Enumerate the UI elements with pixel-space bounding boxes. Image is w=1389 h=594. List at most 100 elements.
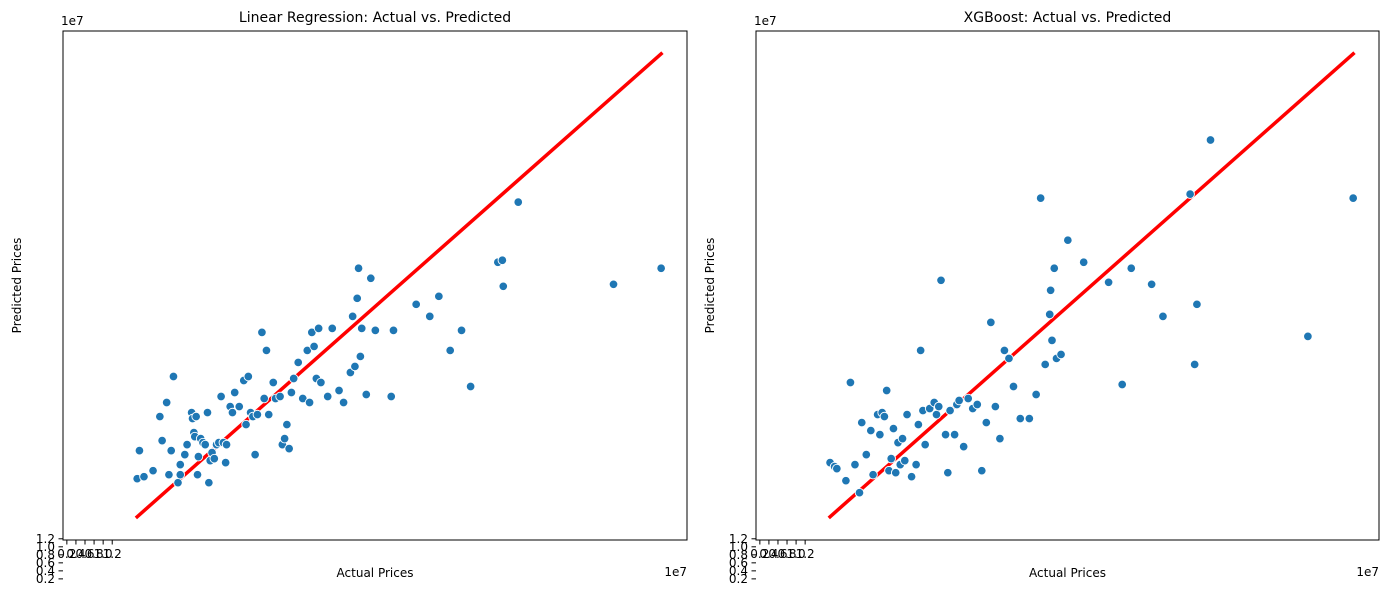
scatter-point xyxy=(1047,335,1057,346)
scatter-point xyxy=(920,439,930,450)
scatter-point xyxy=(250,449,260,460)
scatter-point xyxy=(875,429,885,440)
y-tick-label: 0.8 xyxy=(729,548,748,562)
scatter-point xyxy=(216,391,226,402)
scatter-point xyxy=(175,469,186,480)
scatter-point xyxy=(243,371,254,382)
x-axis-label: Actual Prices xyxy=(337,566,414,580)
scatter-point xyxy=(850,459,860,470)
scatter-point xyxy=(886,453,896,464)
scatter-point xyxy=(370,325,381,336)
scatter-point xyxy=(334,385,344,396)
scatter-point xyxy=(304,397,315,408)
scatter-point xyxy=(257,327,267,338)
scatter-point xyxy=(949,429,960,440)
scatter-point xyxy=(1035,193,1046,203)
scatter-point xyxy=(656,263,666,274)
scatter-point xyxy=(139,471,149,482)
scatter-point xyxy=(309,341,319,352)
scatter-point xyxy=(934,401,944,412)
x-tick-label: 1.0 xyxy=(787,547,806,561)
y-tick-label: 0.2 xyxy=(36,572,55,586)
scatter-point xyxy=(322,391,333,402)
scatter-point xyxy=(977,465,987,476)
y-tick-label: 1.0 xyxy=(729,540,748,554)
scatter-point xyxy=(286,387,297,398)
x-axis-label: Actual Prices xyxy=(1029,566,1106,580)
scatter-point xyxy=(498,281,509,292)
scatter-point xyxy=(173,477,183,488)
scatter-point xyxy=(931,409,942,420)
scatter-point xyxy=(465,381,476,392)
scatter-point xyxy=(221,439,232,450)
scatter-point xyxy=(958,441,969,452)
scatter-point xyxy=(279,433,290,444)
scatter-point xyxy=(1063,235,1073,245)
scatter-point xyxy=(1024,413,1035,424)
scatter-point xyxy=(1192,299,1202,310)
scatter-point xyxy=(861,449,872,460)
scatter-point xyxy=(1004,353,1014,364)
scatter-point xyxy=(161,397,172,408)
scatter-point xyxy=(182,439,192,450)
scatter-point xyxy=(854,487,865,498)
scatter-point xyxy=(981,417,992,428)
scatter-point xyxy=(445,345,455,356)
scatter-point xyxy=(313,323,324,334)
scatter-point xyxy=(1103,277,1114,288)
scatter-point xyxy=(425,311,435,322)
scatter-point xyxy=(157,435,167,446)
scatter-point xyxy=(1348,193,1358,203)
x-tick-label: 0.2 xyxy=(57,547,76,561)
scatter-point xyxy=(261,345,272,356)
scatter-point xyxy=(227,407,238,418)
scatter-point xyxy=(191,411,201,422)
scatter-point xyxy=(316,377,326,388)
scatter-point xyxy=(832,463,842,474)
scatter-point xyxy=(209,453,220,464)
scatter-point xyxy=(220,457,231,468)
plot-frame xyxy=(755,30,1380,541)
x-tick-label: 1.2 xyxy=(796,547,815,561)
scatter-point xyxy=(350,361,360,372)
chart-title: Linear Regression: Actual vs. Predicted xyxy=(239,10,511,26)
scatter-point xyxy=(913,419,924,430)
x-tick-label: 0.6 xyxy=(768,547,787,561)
y-offset-label: 1e7 xyxy=(754,14,777,28)
chart-1: 0.20.40.60.81.01.20.20.40.60.81.01.21e71… xyxy=(10,10,688,586)
scatter-point xyxy=(234,401,244,412)
scatter-point xyxy=(497,255,508,266)
y-tick-label: 0.4 xyxy=(36,564,55,578)
x-tick-label: 0.8 xyxy=(85,547,104,561)
scatter-point xyxy=(356,323,367,334)
x-offset-label: 1e7 xyxy=(1356,565,1379,579)
scatter-point xyxy=(347,311,358,322)
scatter-point xyxy=(990,401,1001,412)
scatter-point xyxy=(911,459,921,470)
scatter-point xyxy=(845,377,856,388)
scatter-point xyxy=(166,445,176,456)
scatter-point xyxy=(252,409,263,420)
x-tick-label: 1.0 xyxy=(94,547,113,561)
scatter-point xyxy=(1045,285,1056,296)
y-tick-label: 0.4 xyxy=(729,564,748,578)
y-tick-label: 0.2 xyxy=(729,572,748,586)
x-tick-label: 0.2 xyxy=(750,547,769,561)
scatter-point xyxy=(943,467,953,478)
y-tick-label: 1.2 xyxy=(36,532,55,546)
x-tick-label: 1.2 xyxy=(103,547,122,561)
x-tick-label: 0.4 xyxy=(66,547,85,561)
plot-frame xyxy=(62,30,688,541)
x-tick-label: 0.4 xyxy=(759,547,778,561)
scatter-point xyxy=(355,351,366,362)
scatter-point xyxy=(1044,309,1055,320)
scatter-point xyxy=(906,471,917,482)
scatter-point xyxy=(241,419,251,430)
scatter-point xyxy=(900,455,910,466)
scatter-point xyxy=(999,345,1010,356)
scatter-point xyxy=(940,429,951,440)
scatter-point xyxy=(1015,413,1026,424)
scatter-point xyxy=(879,411,890,422)
scatter-point xyxy=(986,317,996,328)
